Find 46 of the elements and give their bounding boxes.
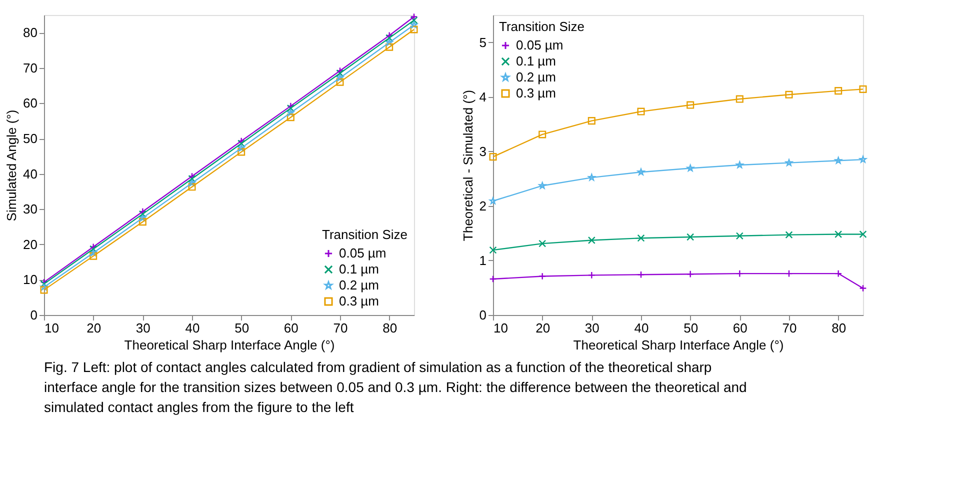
y-tick-label: 30: [23, 202, 38, 217]
x-tick-label: 50: [684, 320, 698, 336]
legend-title: Transition Size: [322, 227, 408, 242]
x-tick-label: 30: [584, 320, 600, 336]
y-axis-title: Simulated Angle (°): [4, 110, 20, 222]
y-tick-label: 10: [23, 272, 38, 288]
legend-label: 0.05 µm: [339, 246, 386, 260]
x-tick-label: 50: [234, 320, 250, 336]
x-tick-label: 70: [333, 320, 348, 336]
legend-label: 0.2 µm: [516, 70, 556, 84]
y-tick-label: 70: [23, 60, 38, 76]
legend-label: 0.3 µm: [339, 294, 380, 308]
legend-label: 0.05 µm: [516, 38, 564, 52]
y-tick-label: 50: [23, 131, 38, 146]
x-tick-label: 60: [284, 320, 298, 336]
x-tick-label: 10: [494, 320, 508, 336]
y-tick-label: 0: [30, 308, 38, 322]
y-axis-title: Theoretical - Simulated (°): [460, 90, 476, 242]
y-tick-label: 1: [479, 252, 486, 268]
x-tick-label: 40: [634, 320, 649, 336]
x-tick-label: 40: [185, 320, 200, 336]
x-tick-label: 30: [136, 320, 150, 336]
x-axis-title: Theoretical Sharp Interface Angle (°): [124, 338, 335, 352]
x-axis-title: Theoretical Sharp Interface Angle (°): [573, 338, 784, 352]
y-tick-label: 4: [479, 89, 486, 104]
x-tick-label: 70: [782, 320, 797, 336]
caption: Fig. 7 Left: plot of contact angles calculated from gradient of simulation as a function of the theoretical sharp interface angle for the transition sizes between 0.05 and 0.3 µm. Right: the difference between the theoretical and simulated contact angles from the figure to the left: [44, 359, 747, 415]
legend-label: 0.1 µm: [339, 262, 380, 276]
x-tick-label: 60: [732, 320, 748, 336]
x-tick-label: 80: [382, 320, 398, 336]
y-tick-label: 0: [479, 308, 486, 322]
y-tick-label: 2: [479, 198, 486, 214]
x-tick-label: 20: [536, 320, 550, 336]
y-tick-label: 5: [479, 34, 486, 50]
x-tick-label: 20: [86, 320, 102, 336]
y-tick-label: 80: [23, 25, 38, 40]
y-tick-label: 40: [23, 166, 38, 182]
y-tick-label: 3: [479, 144, 486, 159]
x-tick-label: 10: [44, 320, 59, 336]
y-tick-label: 60: [23, 96, 38, 111]
legend-label: 0.3 µm: [516, 86, 556, 100]
x-tick-label: 80: [832, 320, 846, 336]
legend-label: 0.1 µm: [516, 54, 556, 68]
legend-title: Transition Size: [499, 19, 584, 34]
y-tick-label: 20: [23, 236, 38, 252]
legend-label: 0.2 µm: [339, 278, 380, 292]
